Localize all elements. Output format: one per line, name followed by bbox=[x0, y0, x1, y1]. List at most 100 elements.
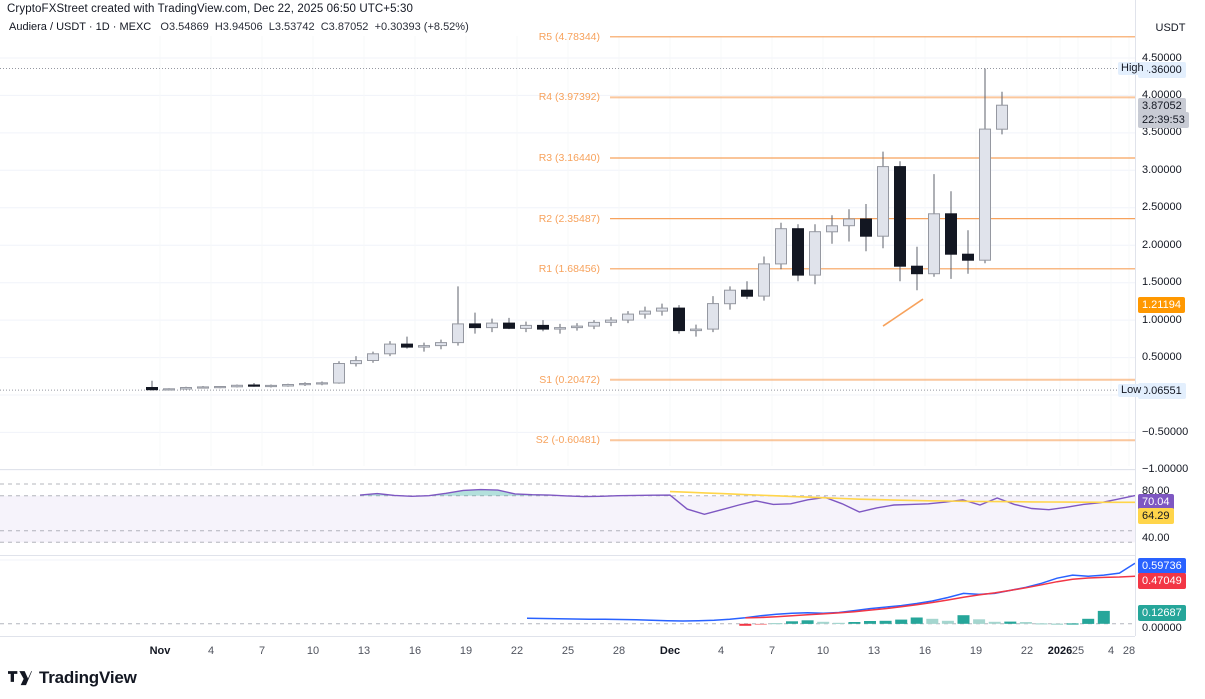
candle-body-bullish bbox=[282, 384, 294, 387]
time-label: 16 bbox=[408, 645, 422, 657]
candle-body-bearish bbox=[537, 324, 549, 330]
footer-branding: TradingView bbox=[8, 668, 137, 688]
legend-symbol[interactable]: Audiera / USDT · 1D · MEXC bbox=[9, 21, 152, 33]
candle-body-bullish bbox=[452, 323, 464, 344]
macd-histogram-badge: 0.12687 bbox=[1138, 605, 1186, 621]
candle-body-bullish bbox=[622, 313, 634, 321]
time-label: 25 bbox=[1071, 645, 1085, 657]
candle-body-bearish bbox=[146, 387, 158, 391]
rsi-overbought-fill bbox=[360, 489, 670, 496]
candle-body-bearish bbox=[894, 166, 906, 267]
time-label: 13 bbox=[867, 645, 881, 657]
pivot-label-r2: R2 (2.35487) bbox=[538, 212, 600, 225]
time-label: 4 bbox=[1107, 645, 1115, 657]
candle-body-bullish bbox=[979, 128, 991, 261]
candle-body-bearish bbox=[469, 323, 481, 329]
price-axis[interactable]: USDT 4.50000 4.00000 3.50000 3.00000 2.50000… bbox=[1135, 0, 1205, 636]
macd-histogram bbox=[739, 610, 1110, 626]
candle-body-bullish bbox=[231, 384, 243, 388]
macd-pane[interactable] bbox=[0, 556, 1136, 636]
time-label: 25 bbox=[561, 645, 575, 657]
time-label: 19 bbox=[969, 645, 983, 657]
macd-zero-tick: 0.00000 bbox=[1142, 622, 1182, 634]
pivot-lines bbox=[610, 36, 1135, 442]
candle-body-bearish bbox=[401, 343, 413, 348]
time-label: Dec bbox=[659, 645, 681, 657]
rsi-chart-svg bbox=[0, 483, 1136, 543]
candle-body-bullish bbox=[724, 289, 736, 305]
macd-histogram-bar bbox=[1004, 621, 1017, 624]
time-label: 10 bbox=[306, 645, 320, 657]
rsi-tick-40: 40.00 bbox=[1142, 532, 1170, 544]
candle-body-bullish bbox=[826, 225, 838, 233]
macd-histogram-bar bbox=[864, 621, 876, 624]
candle-body-bullish bbox=[690, 328, 702, 332]
rsi-ma-badge: 64.29 bbox=[1138, 508, 1174, 524]
macd-histogram-bar bbox=[832, 622, 845, 624]
candle-body-bullish bbox=[571, 325, 583, 329]
candle-body-bearish bbox=[673, 307, 685, 332]
macd-line-series bbox=[526, 562, 1136, 622]
macd-histogram-bar bbox=[926, 618, 939, 624]
macd-histogram-bar bbox=[754, 623, 767, 625]
trend-line-tool[interactable] bbox=[882, 298, 924, 327]
candle-body-bullish bbox=[265, 384, 277, 388]
candle-body-bullish bbox=[367, 353, 379, 361]
rsi-value-badge: 70.04 bbox=[1138, 494, 1174, 510]
time-label: 16 bbox=[918, 645, 932, 657]
time-label: Nov bbox=[149, 645, 171, 657]
candle-body-bullish bbox=[996, 104, 1008, 130]
price-tick: 3.00000 bbox=[1142, 163, 1182, 176]
candle-body-bullish bbox=[350, 360, 362, 365]
candle-body-bullish bbox=[333, 363, 345, 384]
candle-body-bearish bbox=[911, 265, 923, 275]
candle-body-bullish bbox=[928, 213, 940, 275]
rsi-line-series bbox=[359, 488, 1136, 516]
macd-histogram-bar bbox=[941, 620, 954, 624]
price-axis-currency: USDT bbox=[1155, 22, 1186, 34]
candle-body-bullish bbox=[843, 218, 855, 227]
macd-value-badge: 0.59736 bbox=[1138, 558, 1186, 574]
time-label: 22 bbox=[510, 645, 524, 657]
legend-high: H3.94506 bbox=[214, 21, 263, 33]
high-low-markers bbox=[0, 68, 1135, 391]
macd-line bbox=[526, 562, 1136, 622]
macd-histogram-bar bbox=[895, 619, 908, 624]
price-tick: 0.50000 bbox=[1142, 351, 1182, 364]
price-tick: −1.00000 bbox=[1142, 463, 1189, 476]
candle-body-bullish bbox=[163, 388, 175, 391]
pivot-label-r1: R1 (1.68456) bbox=[538, 262, 600, 275]
candle-body-bullish bbox=[605, 319, 617, 323]
time-axis[interactable]: Nov 4 7 10 13 16 19 22 25 28 Dec 4 7 10 13 16 19 22 25 28 20… bbox=[0, 636, 1135, 662]
price-tick: 4.50000 bbox=[1142, 51, 1182, 64]
macd-histogram-bar bbox=[739, 623, 752, 626]
candle-body-bullish bbox=[877, 166, 889, 237]
pane-separator-macd bbox=[0, 555, 1205, 556]
time-label: 7 bbox=[768, 645, 776, 657]
pivot-label-r5: R5 (4.78344) bbox=[538, 30, 600, 43]
price-tick: 4.00000 bbox=[1142, 88, 1182, 101]
tradingview-logo-icon bbox=[8, 670, 32, 685]
macd-histogram-bar bbox=[770, 623, 783, 625]
macd-histogram-bar bbox=[817, 621, 830, 624]
price-chart-svg bbox=[0, 36, 1135, 471]
price-pane[interactable]: R5 (4.78344) R4 (3.97392) R3 (3.16440) R2 (… bbox=[0, 31, 1135, 471]
price-tick: 2.00000 bbox=[1142, 238, 1182, 251]
candle-body-bullish bbox=[520, 324, 532, 329]
candle-body-bullish bbox=[316, 382, 328, 385]
trend-line-segment[interactable] bbox=[882, 298, 924, 327]
high-value-badge: 4.36000 bbox=[1138, 61, 1186, 78]
legend-change: +0.30393 (+8.52%) bbox=[374, 21, 469, 33]
rsi-pane[interactable] bbox=[0, 470, 1136, 554]
legend-low: L3.53742 bbox=[268, 21, 315, 33]
price-tick: −0.50000 bbox=[1142, 425, 1189, 438]
price-tick: 1.50000 bbox=[1142, 276, 1182, 289]
candlestick-series bbox=[146, 68, 1008, 391]
time-label: 4 bbox=[717, 645, 725, 657]
time-label: 28 bbox=[612, 645, 626, 657]
macd-signal-line bbox=[745, 575, 1136, 619]
time-label: 22 bbox=[1020, 645, 1034, 657]
legend-open: O3.54869 bbox=[160, 21, 209, 33]
attribution-text: CryptoFXStreet created with TradingView.… bbox=[7, 3, 413, 15]
